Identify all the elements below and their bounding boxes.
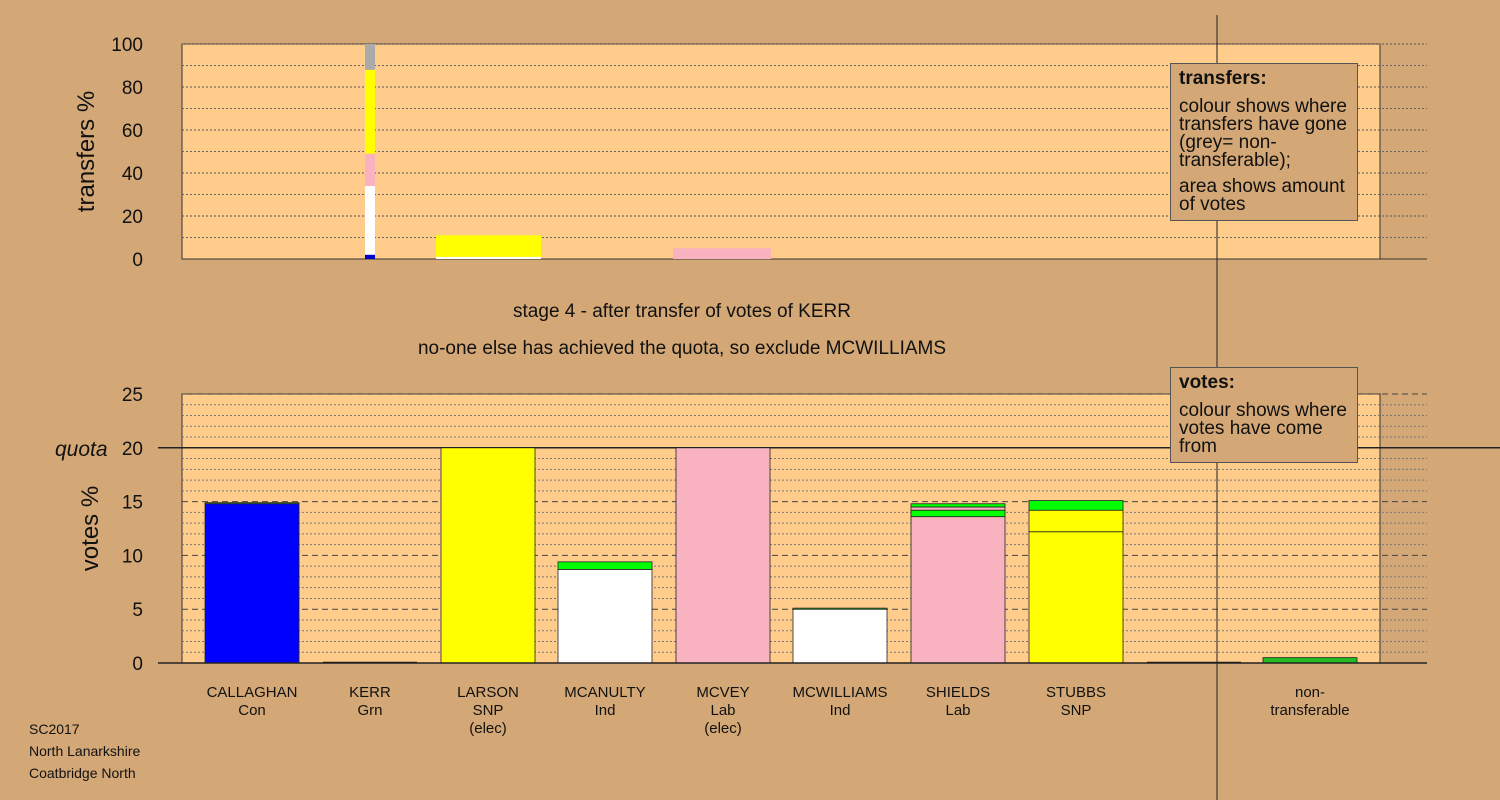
votes-y-axis-label: votes % (77, 486, 104, 571)
candidate-label-party: transferable (1270, 702, 1349, 719)
footer-council: North Lanarkshire (29, 743, 141, 759)
candidate-label-name: KERR (349, 684, 391, 701)
transfer-bar-segment (365, 153, 375, 186)
transfers-ytick-label: 20 (122, 207, 143, 228)
transfers-ytick-label: 80 (122, 78, 143, 99)
candidate-label-name: STUBBS (1046, 684, 1106, 701)
votes-legend-title: votes: (1179, 372, 1235, 393)
candidate-label-name: LARSON (457, 684, 519, 701)
transfers-legend-line-2: area shows amount of votes (1179, 176, 1345, 215)
transfers-ytick-label: 0 (132, 250, 143, 271)
vote-bar-segment (910, 503, 1006, 508)
candidate-label-name: non- (1295, 684, 1325, 701)
vote-bar-segment (204, 503, 300, 664)
candidate-label-name: SHIELDS (926, 684, 990, 701)
candidate-label-note: (elec) (469, 720, 507, 737)
votes-legend: votes: colour shows where votes have com… (1170, 367, 1358, 463)
transfers-ytick-label: 100 (111, 35, 143, 56)
candidate-label-name: MCANULTY (564, 684, 645, 701)
vote-bar-segment (1028, 509, 1124, 533)
transfers-ytick-label: 60 (122, 121, 143, 142)
vote-bar-segment (557, 568, 653, 664)
transfer-bar-segment (673, 248, 771, 259)
candidate-label-party: SNP (473, 702, 504, 719)
vote-bar-segment (440, 447, 536, 664)
transfers-legend-line-1: colour shows where transfers have gone (… (1179, 96, 1347, 171)
transfer-bar-segment (365, 69, 375, 154)
vote-bar-segment (1262, 657, 1358, 664)
candidate-label-party: Con (238, 702, 266, 719)
vote-bar-segment (204, 502, 300, 505)
stage-description: stage 4 - after transfer of votes of KER… (513, 301, 851, 322)
votes-ytick-label: 25 (122, 385, 143, 406)
footer-ward: Coatbridge North (29, 765, 136, 781)
candidate-label-name: CALLAGHAN (207, 684, 298, 701)
quota-label: quota (55, 438, 108, 461)
votes-ytick-label: 5 (132, 600, 143, 621)
candidate-label-party: Ind (595, 702, 616, 719)
footer-election: SC2017 (29, 721, 80, 737)
transfer-bar-segment (365, 44, 375, 70)
candidate-label-party: Ind (830, 702, 851, 719)
votes-ytick-label: 15 (122, 493, 143, 514)
transfer-bar-segment (436, 235, 541, 257)
votes-ytick-label: 0 (132, 654, 143, 675)
vote-bar-segment (1028, 500, 1124, 511)
transfer-bar-segment (365, 185, 375, 255)
vote-bar-segment (910, 509, 1006, 518)
transfers-y-axis-label: transfers % (73, 91, 100, 212)
stage-action: no-one else has achieved the quota, so e… (417, 338, 947, 359)
candidate-label-party: Grn (357, 702, 382, 719)
votes-legend-line-1: colour shows where votes have come from (1179, 400, 1347, 457)
vote-bar-segment (792, 608, 888, 664)
votes-ytick-label: 20 (122, 439, 143, 460)
candidate-label-party: SNP (1061, 702, 1092, 719)
vote-bar-segment (675, 447, 771, 664)
votes-ytick-label: 10 (122, 546, 143, 567)
transfers-legend: transfers: colour shows where transfers … (1170, 63, 1358, 221)
vote-bar-segment (792, 607, 888, 610)
vote-bar-segment (910, 506, 1006, 511)
transfer-bar-segment (436, 256, 541, 259)
candidate-label-party: Lab (710, 702, 735, 719)
vote-bar-segment (910, 516, 1006, 664)
transfers-legend-title: transfers: (1179, 68, 1267, 89)
candidate-label-name: MCVEY (696, 684, 749, 701)
candidate-label-name: MCWILLIAMS (792, 684, 887, 701)
candidate-label-note: (elec) (704, 720, 742, 737)
vote-bar-segment (557, 561, 653, 570)
vote-bar-segment (1028, 531, 1124, 664)
candidate-label-party: Lab (945, 702, 970, 719)
transfers-ytick-label: 40 (122, 164, 143, 185)
transfer-bar-segment (365, 254, 375, 259)
